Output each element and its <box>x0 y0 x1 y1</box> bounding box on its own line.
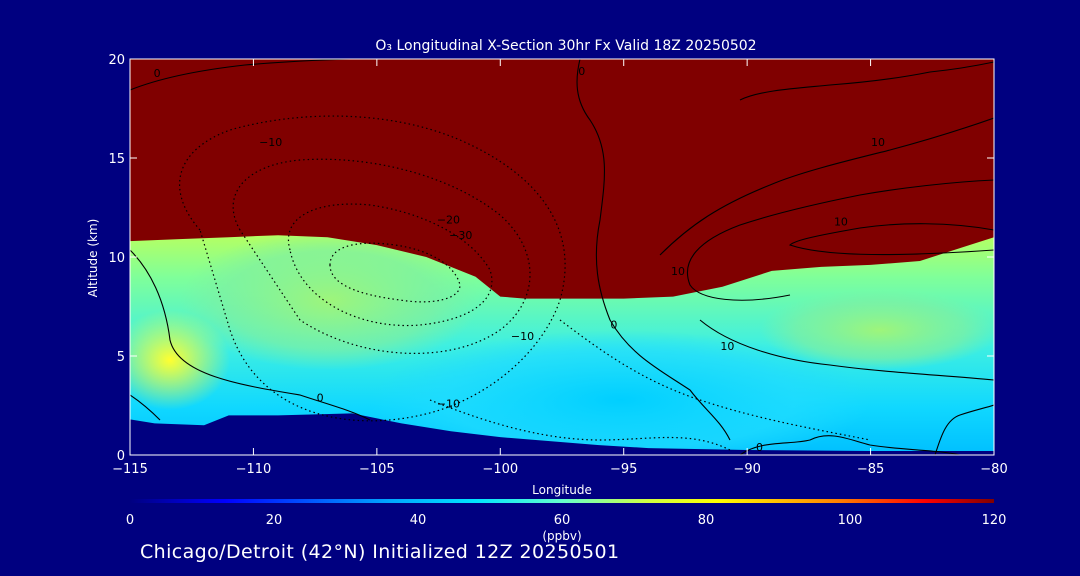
y-axis: 0 5 10 15 20 <box>108 53 994 464</box>
y-tick-label: 0 <box>117 449 125 464</box>
colorbar-tick-label: 40 <box>410 513 427 528</box>
y-tick-label: 20 <box>108 53 125 68</box>
colorbar-label: (ppbv) <box>542 529 581 543</box>
western-yellow-region <box>130 310 230 410</box>
contour-10-east-upper <box>739 61 994 101</box>
colorbar-tick-label: 120 <box>982 513 1007 528</box>
contour-10-east-mid <box>659 117 994 256</box>
y-tick-label: 10 <box>108 251 125 266</box>
colorbar-tick-label: 0 <box>126 513 134 528</box>
stratosphere-high-ozone <box>130 59 994 299</box>
terrain-mask <box>130 413 994 455</box>
contour-label: 10 <box>834 215 848 228</box>
contour-neg10-low <box>429 399 731 451</box>
contour-0-central <box>576 59 731 441</box>
contour-10-lowest <box>934 404 994 455</box>
contour-10-ring <box>788 223 994 256</box>
x-tick-label: −90 <box>733 462 760 477</box>
contour-lines <box>130 59 994 455</box>
initialization-caption: Chicago/Detroit (42°N) Initialized 12Z 2… <box>140 541 620 563</box>
contour-0-surface <box>130 394 161 421</box>
x-tick-label: −105 <box>359 462 395 477</box>
contour-label: −10 <box>511 330 534 343</box>
contour-label: 0 <box>317 392 324 405</box>
contour-label: 0 <box>610 318 617 331</box>
colorbar-tick-label: 80 <box>698 513 715 528</box>
contour-label: 0 <box>756 441 763 454</box>
x-tick-label: −115 <box>112 462 148 477</box>
contour-label: −10 <box>437 397 460 410</box>
contour-neg10-mid <box>559 319 871 441</box>
colorbar-tick-label: 60 <box>554 513 571 528</box>
contour-label: −30 <box>449 229 472 242</box>
colorbar-ticks: 0 20 40 60 80 100 120 <box>126 513 1007 528</box>
contour-label: 10 <box>871 136 885 149</box>
x-tick-label: −95 <box>610 462 637 477</box>
contour-label: 0 <box>154 67 161 80</box>
contour-label: 10 <box>720 340 734 353</box>
contour-label: −20 <box>437 213 460 226</box>
colorbar-tick-label: 20 <box>266 513 283 528</box>
contour-10-lower-east <box>699 319 994 381</box>
contour-10-surface <box>739 435 961 455</box>
colorbar <box>130 499 994 503</box>
y-tick-label: 15 <box>108 152 125 167</box>
contour-10-east-inner <box>686 179 994 301</box>
x-axis: −115 −110 −105 −100 −95 −90 −85 −80 <box>112 59 1008 477</box>
lowlevel-cyan-region <box>370 330 870 455</box>
contour-label: −10 <box>259 136 282 149</box>
plot-area: 0 0 −10 10 −20 −30 10 10 0 −10 10 0 −10 0 <box>130 59 994 455</box>
contour-label: 10 <box>671 265 685 278</box>
eastern-green-region <box>760 290 994 370</box>
x-tick-label: −100 <box>482 462 518 477</box>
contour-labels: 0 0 −10 10 −20 −30 10 10 0 −10 10 0 −10 0 <box>154 65 885 454</box>
contour-0-west <box>130 249 371 421</box>
chart-title: O₃ Longitudinal X-Section 30hr Fx Valid … <box>375 38 756 54</box>
x-axis-label: Longitude <box>532 483 592 497</box>
midlevel-green-region <box>180 230 480 370</box>
contour-label: 0 <box>578 65 585 78</box>
negative-contours <box>178 115 871 451</box>
x-tick-label: −85 <box>857 462 884 477</box>
contour-0-upper-west <box>130 59 351 91</box>
x-tick-label: −80 <box>980 462 1007 477</box>
y-tick-label: 5 <box>117 350 125 365</box>
x-tick-label: −110 <box>236 462 272 477</box>
y-axis-label: Altitude (km) <box>86 219 100 298</box>
colorbar-tick-label: 100 <box>838 513 863 528</box>
contour-neg30 <box>287 203 493 327</box>
contour-neg40 <box>329 242 461 303</box>
